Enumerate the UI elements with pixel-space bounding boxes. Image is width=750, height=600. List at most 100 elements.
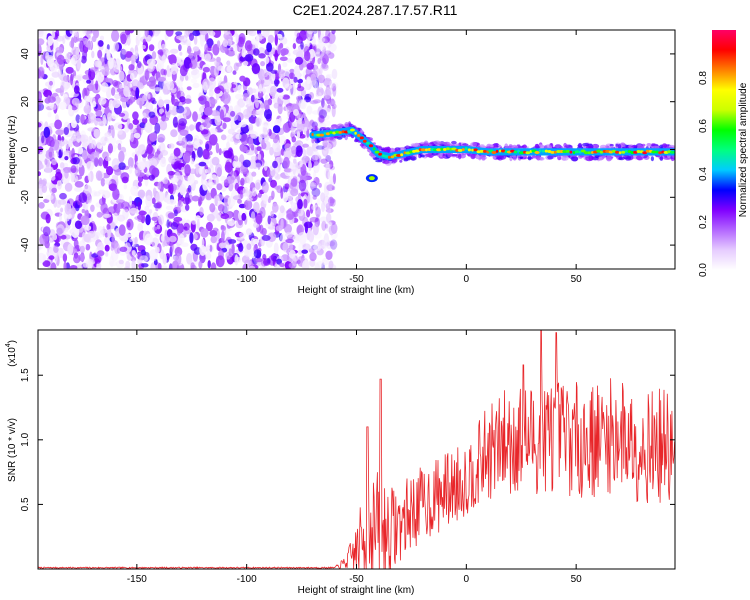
noise-blob	[168, 143, 175, 149]
noise-blob	[151, 216, 158, 221]
noise-blob	[52, 233, 58, 241]
noise-blob	[163, 177, 169, 185]
noise-blob	[118, 70, 125, 82]
noise-blob	[322, 46, 329, 54]
noise-blob	[137, 223, 144, 232]
noise-blob	[172, 116, 179, 128]
noise-blob	[241, 47, 246, 58]
noise-blob	[250, 94, 255, 103]
noise-blob	[297, 199, 303, 210]
noise-blob	[76, 131, 81, 139]
noise-blob	[187, 45, 192, 55]
noise-blob	[254, 179, 262, 190]
noise-blob	[193, 35, 198, 45]
noise-blob	[190, 69, 198, 76]
noise-blob	[95, 110, 103, 117]
ridge-core	[642, 151, 648, 155]
y-tick-label: 1.0	[20, 432, 31, 446]
ridge-core	[618, 151, 622, 155]
noise-blob	[250, 155, 258, 161]
noise-blob	[292, 43, 297, 50]
ridge-core	[374, 150, 380, 154]
noise-blob	[217, 76, 223, 84]
noise-blob	[282, 94, 290, 100]
noise-blob	[125, 30, 131, 36]
noise-blob	[199, 206, 204, 216]
ridge-core	[525, 151, 531, 155]
noise-blob	[279, 262, 285, 268]
ridge-core	[651, 150, 657, 154]
ridge-halo	[486, 143, 492, 148]
noise-blob	[139, 100, 143, 110]
noise-blob	[279, 56, 288, 62]
ridge-core	[550, 150, 555, 154]
noise-blob	[240, 169, 250, 175]
noise-blob	[44, 166, 54, 173]
noise-blob	[273, 137, 278, 144]
noise-blob	[255, 258, 263, 263]
noise-blob	[203, 81, 208, 93]
noise-blob	[331, 30, 336, 35]
y-tick-label: -20	[20, 190, 31, 205]
ridge-core	[440, 147, 444, 151]
noise-blob	[49, 80, 53, 86]
noise-blob	[238, 121, 247, 128]
noise-blob	[290, 202, 298, 212]
noise-blob	[262, 79, 272, 86]
ridge-core	[556, 150, 561, 153]
ridge-core	[384, 155, 389, 158]
noise-blob	[205, 143, 210, 150]
noise-blob	[45, 213, 51, 224]
noise-blob	[146, 143, 153, 155]
noise-blob	[262, 120, 270, 128]
noise-blob	[134, 167, 141, 177]
noise-blob	[275, 156, 284, 164]
noise-blob	[113, 42, 120, 52]
ridge-core	[365, 141, 370, 145]
colorbar-gradient	[712, 30, 736, 270]
noise-blob	[181, 166, 185, 173]
noise-blob	[63, 261, 67, 269]
noise-blob	[50, 104, 57, 111]
noise-blob	[62, 253, 68, 263]
x-tick-label: 50	[571, 274, 583, 285]
noise-blob	[313, 161, 320, 174]
noise-blob	[159, 157, 167, 168]
noise-blob	[124, 51, 133, 58]
noise-blob	[168, 155, 176, 164]
ridge-halo	[625, 156, 632, 161]
ridge-core	[436, 148, 442, 152]
ridge-halo	[481, 156, 486, 161]
colorbar-label: Normalized spectral amplitude	[738, 82, 749, 217]
ridge-core	[471, 148, 474, 152]
noise-blob	[137, 189, 146, 198]
noise-blob	[55, 97, 62, 103]
noise-blob	[261, 138, 265, 150]
noise-blob	[260, 79, 265, 84]
noise-blob	[64, 182, 73, 192]
noise-blob	[215, 163, 223, 176]
noise-blob	[186, 86, 192, 91]
ridge-core	[627, 150, 631, 153]
noise-blob	[82, 261, 90, 268]
noise-blob	[263, 99, 270, 111]
noise-blob	[64, 227, 69, 233]
noise-blob	[98, 198, 106, 206]
noise-blob	[154, 122, 161, 134]
noise-blob	[297, 78, 303, 84]
noise-blob	[102, 213, 112, 218]
noise-blob	[70, 135, 77, 142]
noise-blob	[301, 119, 305, 124]
noise-blob	[137, 258, 143, 265]
ridge-core	[378, 152, 383, 156]
noise-blob	[208, 77, 216, 90]
noise-blob	[246, 106, 252, 118]
noise-blob	[324, 87, 332, 100]
noise-blob	[157, 181, 162, 190]
noise-blob	[226, 38, 233, 47]
noise-blob	[237, 36, 245, 48]
noise-blob	[189, 174, 195, 184]
noise-blob	[165, 69, 172, 78]
noise-blob	[70, 73, 74, 82]
noise-blob	[126, 36, 131, 46]
